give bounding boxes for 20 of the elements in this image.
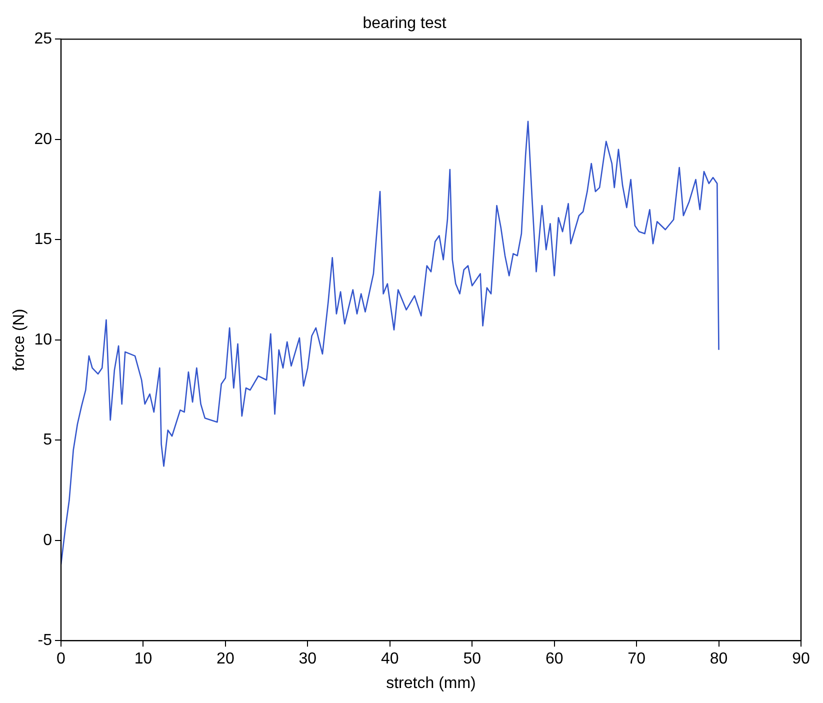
x-tick-label: 20 (216, 650, 234, 668)
x-tick-label: 70 (628, 650, 646, 668)
x-tick-label: 60 (545, 650, 564, 668)
chart-title: bearing test (362, 15, 447, 32)
x-tick-label: 50 (463, 650, 482, 668)
x-tick-label: 40 (380, 650, 399, 668)
x-tick-label: 30 (298, 650, 317, 668)
x-tick-label: 10 (134, 650, 152, 668)
x-tick-label: 0 (56, 650, 66, 668)
y-tick-label: 10 (34, 331, 52, 348)
y-tick-label: 0 (43, 532, 52, 549)
y-tick-label: 20 (34, 130, 52, 148)
x-tick-label: 90 (792, 650, 810, 668)
y-axis-title: force (N) (11, 308, 28, 372)
x-axis-title: stretch (mm) (386, 674, 476, 692)
x-tick-label: 80 (710, 650, 728, 668)
y-tick-label: 15 (34, 231, 52, 248)
y-tick-label: -5 (38, 632, 52, 650)
y-tick-label: 25 (34, 30, 52, 48)
y-tick-label: 5 (43, 432, 52, 449)
